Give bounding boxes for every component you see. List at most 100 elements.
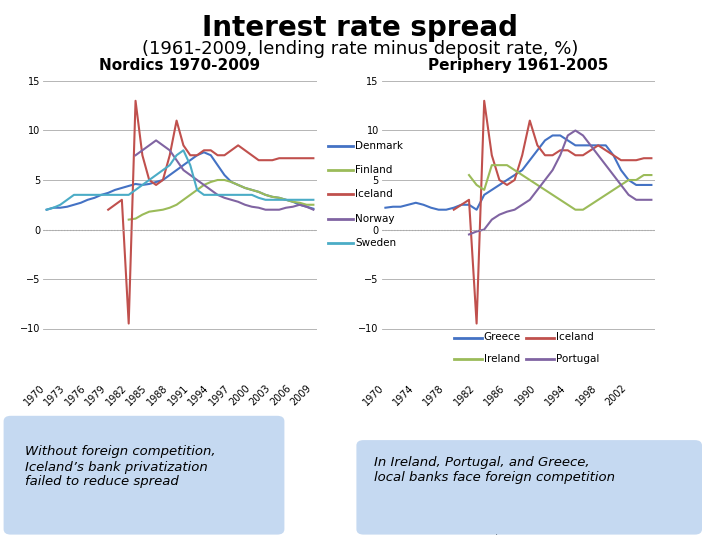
Denmark (117, 185, 126, 191)
Denmark (282, 197, 290, 203)
Iceland (526, 117, 534, 124)
Portugal (549, 167, 557, 173)
Greece (419, 201, 428, 208)
Greece (381, 205, 390, 211)
Iceland (240, 147, 249, 153)
Portugal (503, 208, 511, 215)
Denmark (76, 199, 85, 206)
Ireland (586, 201, 595, 208)
Portugal (518, 201, 526, 208)
Line: Sweden: Sweden (47, 150, 313, 210)
Sweden (186, 162, 194, 168)
Iceland (125, 320, 133, 327)
Iceland (261, 157, 270, 164)
Sweden (63, 197, 71, 203)
Greece (594, 142, 603, 149)
Norway (213, 192, 222, 198)
Iceland (275, 155, 284, 161)
Sweden (240, 192, 249, 198)
Text: Denmark: Denmark (355, 141, 403, 151)
Ireland (639, 172, 648, 178)
Sweden (104, 192, 112, 198)
Ireland (632, 177, 641, 183)
Denmark (199, 149, 208, 156)
Iceland (172, 117, 181, 124)
Line: Iceland: Iceland (108, 101, 313, 323)
Iceland (647, 155, 656, 161)
Iceland (616, 157, 625, 164)
Text: Ireland: Ireland (484, 354, 520, 364)
Sweden (145, 177, 153, 183)
Finland (309, 201, 318, 208)
Iceland (487, 152, 496, 159)
Greece (556, 132, 564, 139)
Iceland (138, 152, 147, 159)
Norway (131, 152, 140, 159)
Portugal (571, 127, 580, 134)
Portugal (564, 132, 572, 139)
Norway (309, 206, 318, 213)
Iceland (104, 206, 112, 213)
Denmark (234, 181, 243, 188)
Iceland (207, 147, 215, 153)
Text: In Ireland, Portugal, and Greece,
local banks face foreign competition: In Ireland, Portugal, and Greece, local … (374, 456, 616, 484)
Portugal (632, 197, 641, 203)
Finland (234, 181, 243, 188)
Finland (213, 177, 222, 183)
Finland (193, 187, 202, 193)
Norway (186, 172, 194, 178)
Ireland (533, 181, 541, 188)
Denmark (248, 187, 256, 193)
Sweden (234, 192, 243, 198)
Greece (412, 199, 420, 206)
Greece (609, 152, 618, 159)
Sweden (289, 197, 297, 203)
Line: Iceland: Iceland (454, 101, 652, 323)
Finland (289, 199, 297, 205)
Title: Periphery 1961-2005: Periphery 1961-2005 (428, 58, 608, 73)
Greece (457, 201, 466, 208)
Iceland (556, 147, 564, 153)
Ireland (464, 172, 473, 178)
Denmark (302, 204, 311, 210)
Ireland (601, 192, 610, 198)
Sweden (309, 197, 318, 203)
Iceland (213, 152, 222, 159)
Sweden (295, 197, 304, 203)
Finland (179, 197, 188, 203)
Sweden (125, 192, 133, 198)
Sweden (193, 187, 202, 193)
Ireland (503, 162, 511, 168)
Finland (295, 199, 304, 206)
Portugal (609, 172, 618, 178)
Text: Source: World Bank: Source: World Bank (360, 524, 472, 535)
Greece (449, 205, 458, 211)
Iceland (464, 197, 473, 203)
Portugal (510, 206, 519, 213)
Iceland (503, 181, 511, 188)
Denmark (125, 183, 133, 189)
Ireland (541, 187, 549, 193)
Iceland (601, 147, 610, 153)
Iceland (111, 201, 120, 208)
Iceland (248, 152, 256, 159)
Iceland (234, 142, 243, 149)
Greece (480, 192, 489, 198)
Sweden (166, 162, 174, 168)
Portugal (624, 192, 633, 198)
Line: Portugal: Portugal (469, 131, 652, 234)
Norway (227, 197, 235, 203)
Norway (240, 201, 249, 208)
Greece (624, 177, 633, 183)
Norway (138, 147, 147, 153)
Norway (199, 181, 208, 188)
Ireland (518, 172, 526, 178)
Greece (495, 181, 504, 188)
Iceland (480, 98, 489, 104)
Sweden (207, 192, 215, 198)
Ireland (579, 206, 588, 213)
Finland (261, 192, 270, 198)
Greece (533, 147, 541, 153)
Norway (220, 194, 229, 201)
Portugal (647, 197, 656, 203)
